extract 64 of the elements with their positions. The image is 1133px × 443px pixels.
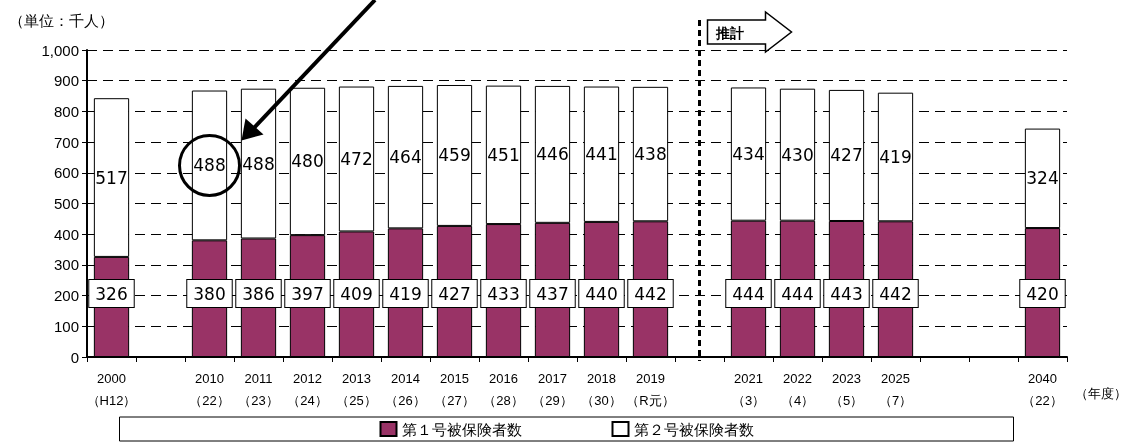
data-label: 440 xyxy=(585,283,618,304)
data-label: 472 xyxy=(340,148,373,169)
data-label: 488 xyxy=(242,153,275,174)
data-label: 480 xyxy=(291,151,324,172)
data-label: 386 xyxy=(242,283,275,304)
data-label: 441 xyxy=(585,144,618,165)
y-tick-label: 400 xyxy=(53,225,79,243)
data-label: 438 xyxy=(634,144,667,165)
data-label: 397 xyxy=(291,283,324,304)
data-label: 419 xyxy=(879,146,912,167)
data-label: 442 xyxy=(879,283,912,304)
data-label: 464 xyxy=(389,147,422,168)
y-tick-label: 700 xyxy=(53,133,79,151)
y-tick-label: 800 xyxy=(53,102,79,120)
x-tick-label: 2021 （3） xyxy=(731,370,766,408)
x-tick-label: 2016 （28） xyxy=(483,370,524,408)
data-label: 444 xyxy=(781,283,814,304)
data-label: 459 xyxy=(438,145,471,166)
x-tick-label: 2000 （H12） xyxy=(86,370,137,408)
data-label: 437 xyxy=(536,283,569,304)
y-tick-label: 1,000 xyxy=(41,41,79,59)
x-tick-label: 2022 （4） xyxy=(780,370,815,408)
data-label: 324 xyxy=(1026,168,1059,189)
x-tick-label: 2023 （5） xyxy=(829,370,864,408)
x-tick-label: 2018 （30） xyxy=(581,370,622,408)
text: 推計 xyxy=(714,25,744,41)
data-label: 517 xyxy=(95,167,128,188)
x-tick-label: 2025 （7） xyxy=(878,370,913,408)
y-tick-label: 200 xyxy=(53,287,79,305)
x-axis-title: （年度） xyxy=(1075,386,1127,401)
data-label: 427 xyxy=(438,283,471,304)
data-label: 420 xyxy=(1026,283,1059,304)
x-tick-label: 2010 （22） xyxy=(189,370,230,408)
x-tick-label: 2015 （27） xyxy=(434,370,475,408)
data-label: 409 xyxy=(340,283,373,304)
data-label: 419 xyxy=(389,283,422,304)
legend-label: 第２号被保険者数 xyxy=(633,420,754,438)
data-label: 430 xyxy=(781,144,814,165)
data-label: 443 xyxy=(830,283,863,304)
legend-label: 第１号被保険者数 xyxy=(401,420,522,438)
data-label: 434 xyxy=(732,144,765,165)
data-label: 433 xyxy=(487,283,520,304)
y-tick-label: 0 xyxy=(70,348,79,366)
data-label: 488 xyxy=(193,155,226,176)
x-tick-label: 2013 （25） xyxy=(336,370,377,408)
x-tick-label: 2014 （26） xyxy=(385,370,426,408)
x-tick-label: 2019 （R元） xyxy=(626,370,675,408)
y-tick-label: 900 xyxy=(53,72,79,90)
data-label: 442 xyxy=(634,283,667,304)
chart-title: （単位：千人） xyxy=(9,11,114,30)
data-label: 427 xyxy=(830,145,863,166)
x-tick-label: 2040 （22） xyxy=(1022,370,1063,408)
data-label: 326 xyxy=(95,283,128,304)
x-tick-label: 2017 （29） xyxy=(532,370,573,408)
y-tick-label: 100 xyxy=(53,317,79,335)
data-label: 444 xyxy=(732,283,765,304)
y-tick-label: 300 xyxy=(53,256,79,274)
y-tick-label: 600 xyxy=(53,164,79,182)
data-label: 380 xyxy=(193,283,226,304)
x-tick-label: 2011 （23） xyxy=(238,370,279,408)
data-label: 451 xyxy=(487,144,520,165)
data-label: 446 xyxy=(536,144,569,165)
x-tick-label: 2012 （24） xyxy=(287,370,328,408)
y-tick-label: 500 xyxy=(53,195,79,212)
